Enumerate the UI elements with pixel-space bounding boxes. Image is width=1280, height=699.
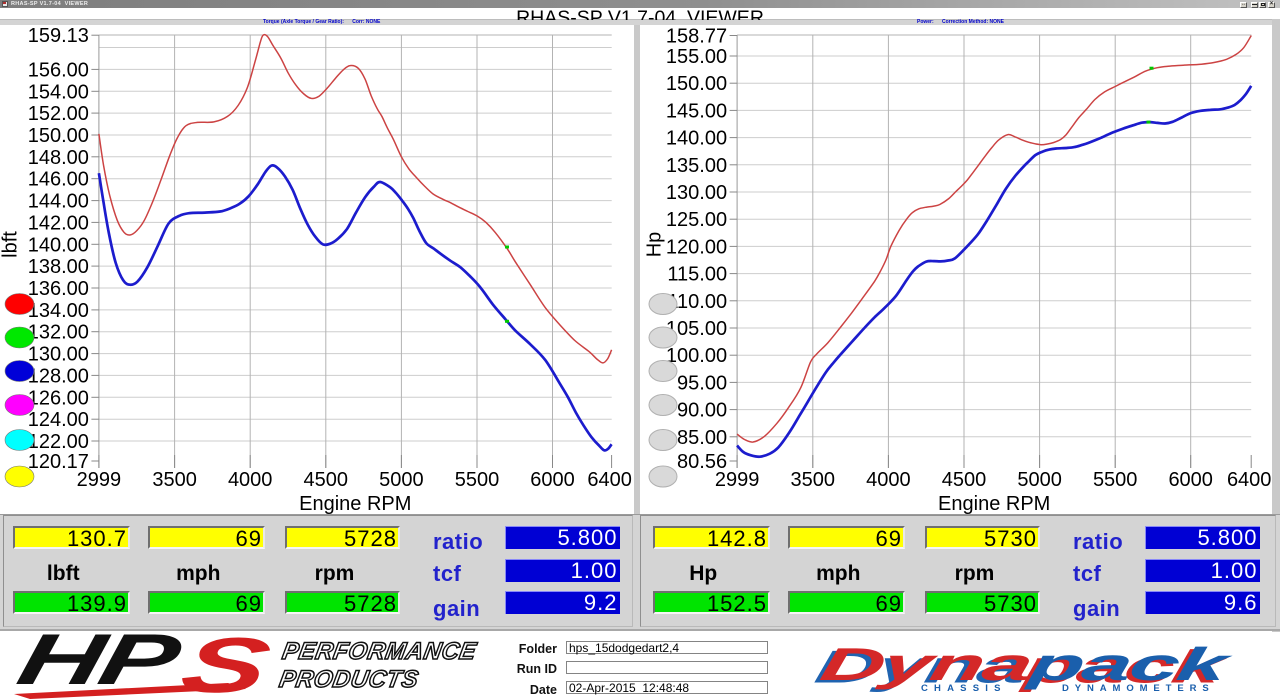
svg-text:100.00: 100.00 bbox=[665, 345, 726, 367]
svg-text:144.00: 144.00 bbox=[28, 191, 89, 213]
svg-text:Engine RPM: Engine RPM bbox=[938, 493, 1050, 514]
svg-text:155.00: 155.00 bbox=[665, 46, 726, 68]
svg-text:5000: 5000 bbox=[1017, 469, 1062, 491]
svg-text:130.00: 130.00 bbox=[665, 182, 726, 204]
svg-text:130.00: 130.00 bbox=[28, 344, 89, 366]
svg-text:90.00: 90.00 bbox=[677, 400, 727, 422]
svg-text:128.00: 128.00 bbox=[28, 365, 89, 387]
svg-text:132.00: 132.00 bbox=[28, 322, 89, 344]
svg-text:4500: 4500 bbox=[941, 469, 986, 491]
svg-text:5000: 5000 bbox=[379, 469, 424, 491]
svg-text:5500: 5500 bbox=[1092, 469, 1137, 491]
svg-text:4000: 4000 bbox=[228, 469, 273, 491]
svg-text:6400: 6400 bbox=[1226, 469, 1271, 491]
svg-text:2999: 2999 bbox=[714, 469, 759, 491]
svg-text:152.00: 152.00 bbox=[28, 103, 89, 125]
svg-text:122.00: 122.00 bbox=[28, 431, 89, 453]
svg-text:120.17: 120.17 bbox=[28, 451, 89, 473]
svg-text:120.00: 120.00 bbox=[665, 236, 726, 258]
svg-text:148.00: 148.00 bbox=[28, 147, 89, 169]
svg-text:6000: 6000 bbox=[1168, 469, 1213, 491]
svg-text:4500: 4500 bbox=[304, 469, 349, 491]
svg-text:126.00: 126.00 bbox=[28, 387, 89, 409]
svg-text:140.00: 140.00 bbox=[665, 128, 726, 150]
svg-text:159.13: 159.13 bbox=[28, 25, 89, 47]
svg-text:145.00: 145.00 bbox=[665, 100, 726, 122]
svg-text:4000: 4000 bbox=[866, 469, 911, 491]
svg-text:135.00: 135.00 bbox=[665, 155, 726, 177]
svg-text:lbft: lbft bbox=[0, 231, 22, 258]
svg-text:150.00: 150.00 bbox=[28, 125, 89, 147]
svg-text:3500: 3500 bbox=[790, 469, 835, 491]
svg-text:138.00: 138.00 bbox=[28, 256, 89, 278]
svg-text:154.00: 154.00 bbox=[28, 81, 89, 103]
svg-text:124.00: 124.00 bbox=[28, 409, 89, 431]
svg-text:3500: 3500 bbox=[152, 469, 197, 491]
svg-text:136.00: 136.00 bbox=[28, 278, 89, 300]
svg-text:6000: 6000 bbox=[530, 469, 575, 491]
svg-text:115.00: 115.00 bbox=[667, 264, 727, 286]
svg-text:156.00: 156.00 bbox=[28, 59, 89, 81]
svg-text:142.00: 142.00 bbox=[28, 212, 89, 234]
svg-text:80.56: 80.56 bbox=[677, 451, 727, 473]
svg-text:Engine RPM: Engine RPM bbox=[299, 493, 411, 514]
svg-text:5500: 5500 bbox=[455, 469, 500, 491]
svg-text:140.00: 140.00 bbox=[28, 234, 89, 256]
svg-text:Hp: Hp bbox=[643, 232, 665, 258]
svg-text:150.00: 150.00 bbox=[665, 73, 726, 95]
svg-text:85.00: 85.00 bbox=[677, 427, 727, 449]
svg-text:95.00: 95.00 bbox=[677, 372, 727, 394]
svg-text:110.00: 110.00 bbox=[667, 291, 727, 313]
svg-text:146.00: 146.00 bbox=[28, 169, 89, 191]
svg-text:2999: 2999 bbox=[77, 469, 122, 491]
svg-text:6400: 6400 bbox=[587, 469, 632, 491]
svg-text:158.77: 158.77 bbox=[665, 26, 726, 48]
svg-text:105.00: 105.00 bbox=[665, 318, 726, 340]
svg-text:125.00: 125.00 bbox=[665, 209, 726, 231]
svg-text:134.00: 134.00 bbox=[28, 300, 89, 322]
